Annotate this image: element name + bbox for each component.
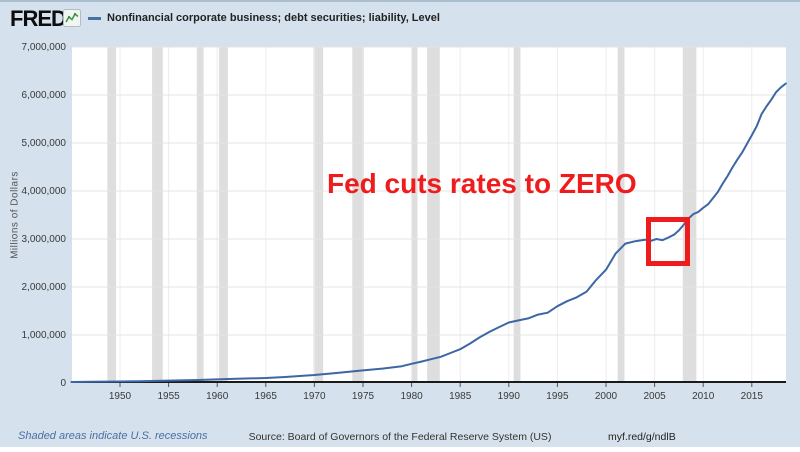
recession-band [352,47,364,383]
recession-note: Shaded areas indicate U.S. recessions [18,430,208,442]
y-tick-label: 3,000,000 [21,234,67,245]
fred-logo-text: FRED [10,6,67,31]
x-tick-label: 1990 [497,391,520,402]
recession-band [682,47,697,383]
y-tick-label: 1,000,000 [21,330,67,341]
x-tick-label: 2005 [643,391,666,402]
legend-series-label: Nonfinancial corporate business; debt se… [107,12,440,24]
fred-logo[interactable]: FRED® [10,6,71,32]
x-tick-label: 1965 [254,391,277,402]
fred-logo-chart-icon [63,9,81,27]
annotation-highlight-box [645,216,690,266]
y-tick-label: 6,000,000 [21,90,67,101]
chart-plot-svg [70,46,787,387]
recession-band [427,47,440,383]
recession-band [411,47,418,383]
y-axis-title: Millions of Dollars [9,171,21,259]
x-tick-label: 1985 [449,391,472,402]
recession-band [617,47,625,383]
x-tick-label: 1950 [108,391,132,402]
recession-band [152,47,163,383]
y-tick-label: 0 [60,378,66,389]
recession-band [196,47,204,383]
x-tick-label: 1975 [351,391,375,402]
x-tick-label: 1995 [546,391,569,402]
x-tick-label: 1960 [206,391,229,402]
data-line [70,82,787,383]
x-tick-label: 2010 [692,391,715,402]
x-tick-label: 1955 [157,391,180,402]
plot-area [70,46,787,387]
recession-band [313,47,324,383]
fred-short-url-link[interactable]: myf.red/g/ndlB [608,431,676,443]
y-tick-label: 7,000,000 [21,42,67,53]
x-tick-label: 1970 [303,391,326,402]
y-tick-label: 2,000,000 [21,282,67,293]
recession-band [513,47,521,383]
x-tick-label: 2000 [594,391,618,402]
x-tick-label: 1980 [400,391,423,402]
y-tick-label: 5,000,000 [21,138,67,149]
recession-band [219,47,228,383]
annotation-fed-cuts-rates: Fed cuts rates to ZERO [327,168,637,199]
recession-band [107,47,117,383]
x-tick-label: 2015 [740,391,763,402]
legend-line-swatch [88,16,101,20]
y-tick-label: 4,000,000 [21,186,67,197]
legend: Nonfinancial corporate business; debt se… [88,12,440,24]
source-attribution: Source: Board of Governors of the Federa… [248,431,552,443]
